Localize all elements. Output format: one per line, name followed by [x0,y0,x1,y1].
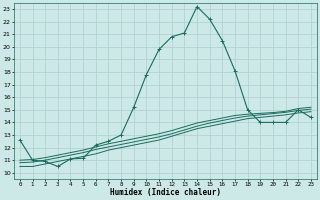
X-axis label: Humidex (Indice chaleur): Humidex (Indice chaleur) [110,188,221,197]
